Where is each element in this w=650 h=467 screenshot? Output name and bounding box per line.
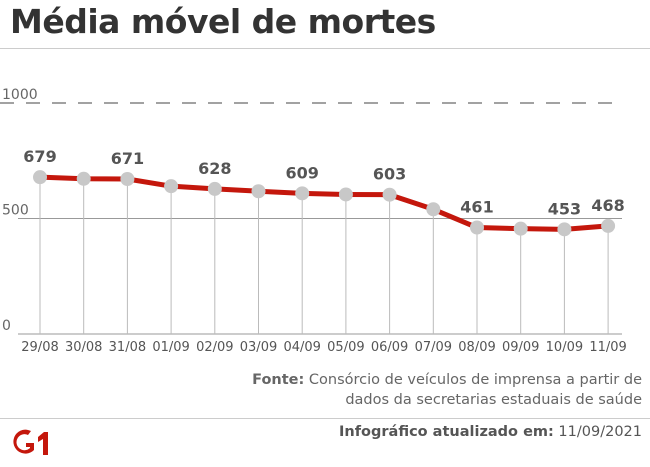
x-tick-label-layer: 29/08 30/08 31/08 01/09 02/09 03/09 04/09 05/09… bbox=[21, 340, 627, 355]
data-point bbox=[557, 222, 572, 237]
line-chart: 0 500 1000 679 671 628 609 603 461 453 468 29/08 3… bbox=[0, 87, 627, 355]
x-tick-label: 08/09 bbox=[458, 340, 495, 355]
x-tick-label: 31/08 bbox=[109, 340, 146, 355]
data-point bbox=[470, 220, 484, 235]
data-point bbox=[164, 179, 179, 194]
data-point bbox=[513, 221, 528, 236]
data-label: 679 bbox=[23, 147, 56, 166]
data-label: 453 bbox=[548, 199, 581, 218]
data-label: 603 bbox=[373, 165, 406, 184]
data-point bbox=[76, 171, 91, 186]
x-tick-label: 04/09 bbox=[283, 340, 320, 355]
series-line-layer bbox=[37, 174, 611, 232]
marker-layer bbox=[33, 170, 616, 237]
data-point bbox=[120, 171, 135, 186]
updated-note: Infográfico atualizado em: 11/09/2021 bbox=[339, 424, 642, 440]
top-divider bbox=[0, 48, 650, 49]
updated-date: 11/09/2021 bbox=[558, 424, 642, 440]
data-label: 628 bbox=[198, 159, 231, 178]
x-tick-label: 29/08 bbox=[21, 340, 58, 355]
x-tick-label: 30/08 bbox=[65, 340, 102, 355]
x-tick-label: 09/09 bbox=[502, 340, 539, 355]
grid-layer: 0 500 1000 bbox=[0, 87, 622, 335]
data-point bbox=[426, 202, 441, 217]
x-tick-label: 06/09 bbox=[371, 340, 408, 355]
g1-logo bbox=[13, 429, 48, 455]
bottom-divider bbox=[0, 418, 650, 419]
x-tick-label: 10/09 bbox=[546, 340, 583, 355]
data-point bbox=[601, 218, 616, 233]
data-point bbox=[382, 187, 397, 202]
chart-title: Média móvel de mortes bbox=[10, 2, 436, 41]
data-point bbox=[33, 170, 47, 185]
data-point bbox=[338, 187, 353, 202]
x-tick-label: 11/09 bbox=[589, 340, 626, 355]
x-tick-label: 07/09 bbox=[415, 340, 452, 355]
data-label: 609 bbox=[285, 163, 318, 182]
y-tick-label: 500 bbox=[2, 203, 29, 219]
source-label: Fonte: bbox=[252, 372, 305, 388]
data-point bbox=[295, 186, 310, 201]
y-tick-label: 1000 bbox=[2, 87, 38, 103]
data-label-layer: 679 671 628 609 603 461 453 468 bbox=[23, 147, 625, 218]
data-label: 671 bbox=[111, 149, 144, 168]
y-tick-label: 0 bbox=[2, 318, 11, 334]
data-label: 461 bbox=[460, 198, 493, 217]
source-text: Consórcio de veículos de imprensa a part… bbox=[308, 372, 642, 408]
x-tick-label: 05/09 bbox=[327, 340, 364, 355]
x-tick-label: 02/09 bbox=[196, 340, 233, 355]
series-line bbox=[37, 174, 611, 232]
data-point bbox=[207, 181, 222, 196]
updated-label: Infográfico atualizado em: bbox=[339, 424, 554, 440]
x-tick-label: 01/09 bbox=[152, 340, 189, 355]
data-point bbox=[251, 184, 266, 199]
source-note: Fonte: Consórcio de veículos de imprensa… bbox=[222, 370, 642, 410]
data-label: 468 bbox=[591, 196, 624, 215]
x-tick-label: 03/09 bbox=[240, 340, 277, 355]
